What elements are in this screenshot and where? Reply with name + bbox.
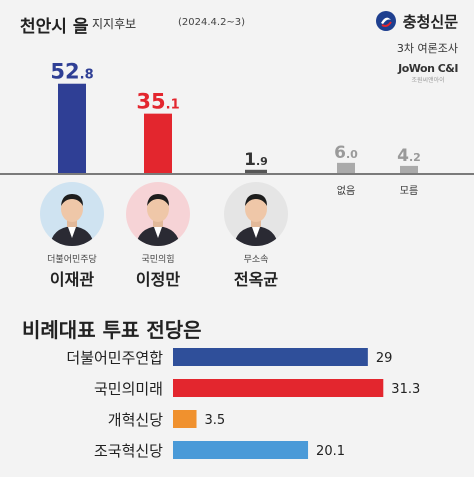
- chart-subtitle: 지지후보: [92, 17, 137, 31]
- bar-이정만: [144, 113, 172, 173]
- candidate-bar-chart: 52.8 35.1 1.9 6.0 4.2: [0, 60, 474, 175]
- candidate-name: 이재관: [49, 270, 95, 289]
- bar-없음: [337, 162, 355, 173]
- bar-value-label: 31.3: [391, 382, 420, 397]
- survey-number: 3차 여론조사: [396, 42, 458, 55]
- pollster-logo: JoWon C&I 조원씨앤아이: [398, 62, 458, 84]
- bar-value-label: 52.8: [50, 60, 93, 84]
- category-label: 조국혁신당: [94, 442, 163, 460]
- survey-date: (2024.4.2~3): [178, 17, 246, 28]
- candidate-party: 국민의힘: [141, 255, 175, 265]
- brand-logo-icon: [375, 11, 396, 31]
- candidate-photo: [224, 182, 288, 246]
- candidate-name: 전옥균: [233, 270, 279, 289]
- bar-value-label: 6.0: [334, 143, 358, 163]
- category-label: 개혁신당: [108, 411, 163, 429]
- category-label-없음: 없음: [336, 186, 356, 197]
- bar-개혁신당: [173, 410, 197, 428]
- category-label: 국민의미래: [94, 380, 163, 398]
- bar-value-label: 29: [376, 351, 393, 366]
- bar-전옥균: [245, 169, 267, 173]
- bar-value-label: 1.9: [244, 150, 268, 170]
- bar-이재관: [58, 83, 86, 173]
- category-label-모름: 모름: [399, 186, 419, 197]
- proportional-bar-chart: 더불어민주연합 29 국민의미래 31.3 개혁신당 3.5 조국혁신당 20.1: [66, 348, 420, 460]
- bar-value-label: 20.1: [316, 444, 345, 459]
- bar-value-label: 4.2: [397, 146, 421, 166]
- bar-모름: [400, 165, 418, 173]
- brand: 충청신문: [375, 10, 458, 32]
- candidate-photo: [40, 182, 104, 246]
- pollster-name: JoWon C&I: [398, 62, 458, 75]
- bar-더불어민주연합: [173, 348, 368, 366]
- chart-title: 천안시 을: [20, 17, 89, 37]
- proportional-chart-title: 비례대표 투표 전당은: [22, 318, 202, 342]
- bar-국민의미래: [173, 379, 384, 397]
- bar-value-label: 3.5: [205, 413, 226, 428]
- bar-value-label: 35.1: [136, 90, 179, 114]
- candidate-party: 더불어민주당: [47, 255, 97, 265]
- candidate-name: 이정만: [135, 270, 181, 289]
- candidate-party: 무소속: [243, 255, 269, 265]
- candidate-photo: [126, 182, 190, 246]
- category-label: 더불어민주연합: [66, 349, 163, 367]
- pollster-subname: 조원씨앤아이: [411, 77, 445, 84]
- brand-name: 충청신문: [402, 12, 458, 31]
- bar-조국혁신당: [173, 441, 309, 459]
